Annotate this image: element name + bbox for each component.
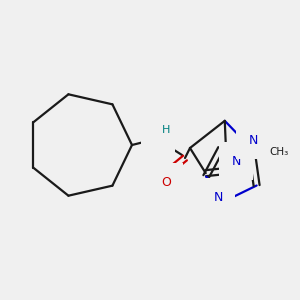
Text: N: N <box>213 191 223 204</box>
Text: O: O <box>161 176 171 188</box>
Text: N: N <box>232 154 241 168</box>
Text: CH₃: CH₃ <box>269 147 289 157</box>
Text: N: N <box>153 134 163 146</box>
Text: N: N <box>249 134 258 147</box>
Text: H: H <box>162 125 170 135</box>
